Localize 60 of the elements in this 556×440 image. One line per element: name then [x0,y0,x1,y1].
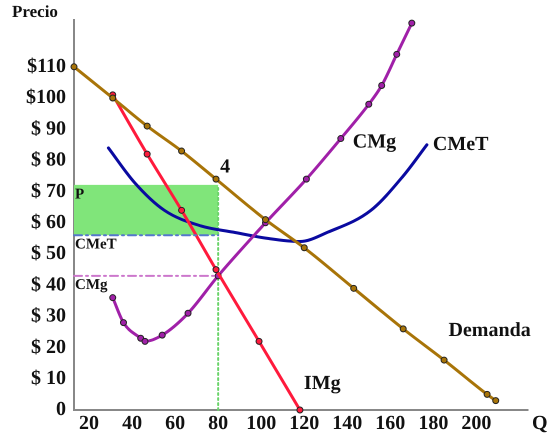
series-label: IMg [304,372,341,394]
point [440,356,448,364]
point [256,338,263,345]
y-axis-title: Precio [12,2,58,21]
x-tick-label: 200 [461,412,492,434]
point [70,63,78,70]
x-tick-label: 60 [165,412,186,434]
point [178,206,186,214]
point [393,50,400,58]
point [109,94,116,102]
point [378,82,386,90]
point [408,20,416,27]
point [212,176,220,183]
y-tick-label: $ 80 [31,148,66,171]
y-tick-label: 0 [56,398,66,420]
y-tick-label: $ 60 [31,210,66,233]
y-tick-label: $100 [26,86,66,108]
point [109,294,116,302]
point [365,100,372,108]
x-tick-label: 40 [122,412,142,434]
point [350,284,358,292]
point [337,135,344,142]
series-label: CMg [352,130,396,153]
point [144,150,151,158]
series-label: CMeT [432,132,490,155]
annotation: 4 [220,155,230,178]
y-tick-label: $ 90 [31,117,66,140]
point [302,176,310,183]
y-tick-label: $ 30 [31,304,66,327]
y-tick-label: $ 40 [31,273,66,296]
y-tick-label: $ 20 [31,336,66,358]
point [300,244,308,252]
point [400,325,407,332]
point [212,266,220,274]
y-tick-label: $ 70 [31,180,66,202]
point [184,310,192,317]
point [296,406,304,414]
series-label: Demanda [448,318,531,341]
x-axis-title: Q [532,412,548,434]
point [492,397,500,404]
x-tick-label: 160 [375,412,406,434]
x-tick-label: 180 [418,412,448,434]
point [144,122,151,130]
y-tick-label: $ 10 [31,366,66,389]
x-tick-label: 20 [79,412,100,434]
x-tick-label: 80 [208,412,228,434]
y-tick-label: $ 50 [31,242,66,264]
annotation: P [75,186,84,203]
point [142,338,149,345]
annotation: CMg [75,277,108,294]
x-tick-label: 100 [246,412,276,434]
point [178,148,186,155]
point [158,332,166,339]
x-tick-label: 120 [289,412,320,434]
x-tick-label: 140 [332,412,362,434]
point [484,390,491,398]
annotation: CMeT [75,236,117,253]
point [262,216,269,224]
y-tick-label: $110 [27,54,66,77]
point [120,319,127,326]
